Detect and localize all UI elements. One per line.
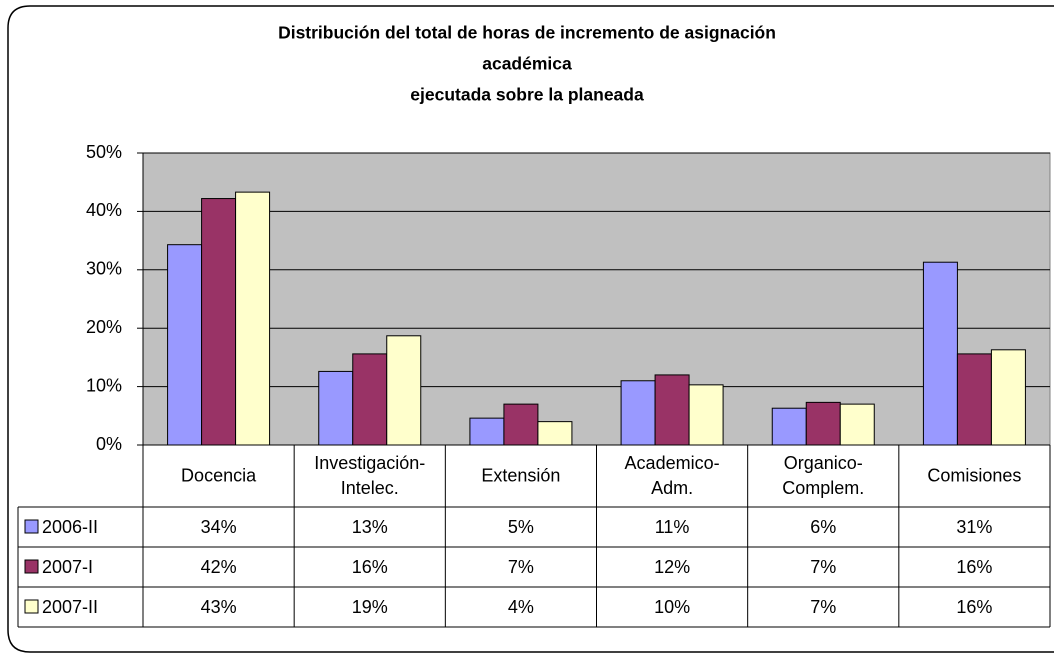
legend-swatch <box>24 599 39 614</box>
data-label: 16% <box>956 557 992 577</box>
bar <box>201 198 237 446</box>
legend-label: 2007-I <box>42 557 93 577</box>
bar <box>688 384 724 446</box>
bar <box>537 421 573 446</box>
data-label: 43% <box>201 597 237 617</box>
frame <box>7 5 1054 653</box>
bar <box>922 261 958 446</box>
bar <box>503 403 539 446</box>
bar <box>956 353 992 446</box>
y-tick-label: 50% <box>86 142 122 162</box>
bar <box>167 244 203 446</box>
x-tick-label: Investigación- Intelec. <box>314 453 426 498</box>
bar <box>805 401 841 446</box>
y-tick-label: 20% <box>86 317 122 337</box>
y-tick-label: 40% <box>86 200 122 220</box>
legend-swatch <box>24 559 39 574</box>
data-label: 16% <box>352 557 388 577</box>
data-label: 10% <box>654 597 690 617</box>
x-tick-label: Docencia <box>181 465 257 486</box>
bar <box>839 403 875 446</box>
legend-swatch <box>24 519 39 534</box>
bar <box>318 370 354 446</box>
data-label: 7% <box>508 557 534 577</box>
bar <box>235 191 271 446</box>
x-tick-label: Comisiones <box>927 465 1022 486</box>
bar <box>620 380 656 446</box>
legend-label: 2006-II <box>42 517 98 537</box>
chart-title: Distribución del total de horas de incre… <box>278 22 776 105</box>
x-tick-label: Extensión <box>481 465 561 486</box>
data-label: 6% <box>810 517 836 537</box>
bar <box>469 417 505 446</box>
bar <box>386 335 422 446</box>
bar <box>771 407 807 446</box>
x-tick-label: Organico- Complem. <box>782 453 865 498</box>
y-tick-label: 10% <box>86 375 122 395</box>
data-label: 7% <box>810 557 836 577</box>
x-tick-label: Academico- Adm. <box>624 453 720 498</box>
data-label: 42% <box>201 557 237 577</box>
y-tick-label: 30% <box>86 259 122 279</box>
plot-area <box>142 152 1051 446</box>
bar <box>352 353 388 446</box>
data-label: 34% <box>201 517 237 537</box>
data-label: 19% <box>352 597 388 617</box>
legend-label: 2007-II <box>42 597 98 617</box>
data-label: 4% <box>508 597 534 617</box>
y-tick-label: 0% <box>96 434 122 454</box>
data-label: 12% <box>654 557 690 577</box>
data-label: 13% <box>352 517 388 537</box>
data-label: 5% <box>508 517 534 537</box>
data-label: 11% <box>655 517 690 537</box>
data-label: 16% <box>956 597 992 617</box>
data-label: 31% <box>956 517 992 537</box>
data-label: 7% <box>810 597 836 617</box>
bar <box>990 349 1026 446</box>
bar <box>654 374 690 446</box>
